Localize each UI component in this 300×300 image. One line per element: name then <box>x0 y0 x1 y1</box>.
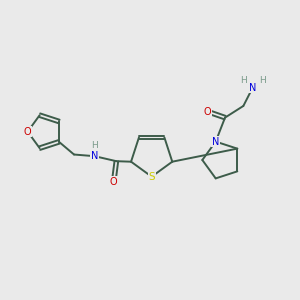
Text: N: N <box>91 151 98 161</box>
Text: N: N <box>212 136 219 147</box>
Text: O: O <box>110 177 118 187</box>
Text: H: H <box>259 76 266 85</box>
Text: O: O <box>204 106 212 117</box>
Text: O: O <box>24 127 32 137</box>
Text: S: S <box>148 172 155 182</box>
Text: N: N <box>249 82 256 93</box>
Text: H: H <box>91 141 98 150</box>
Text: H: H <box>240 76 247 85</box>
